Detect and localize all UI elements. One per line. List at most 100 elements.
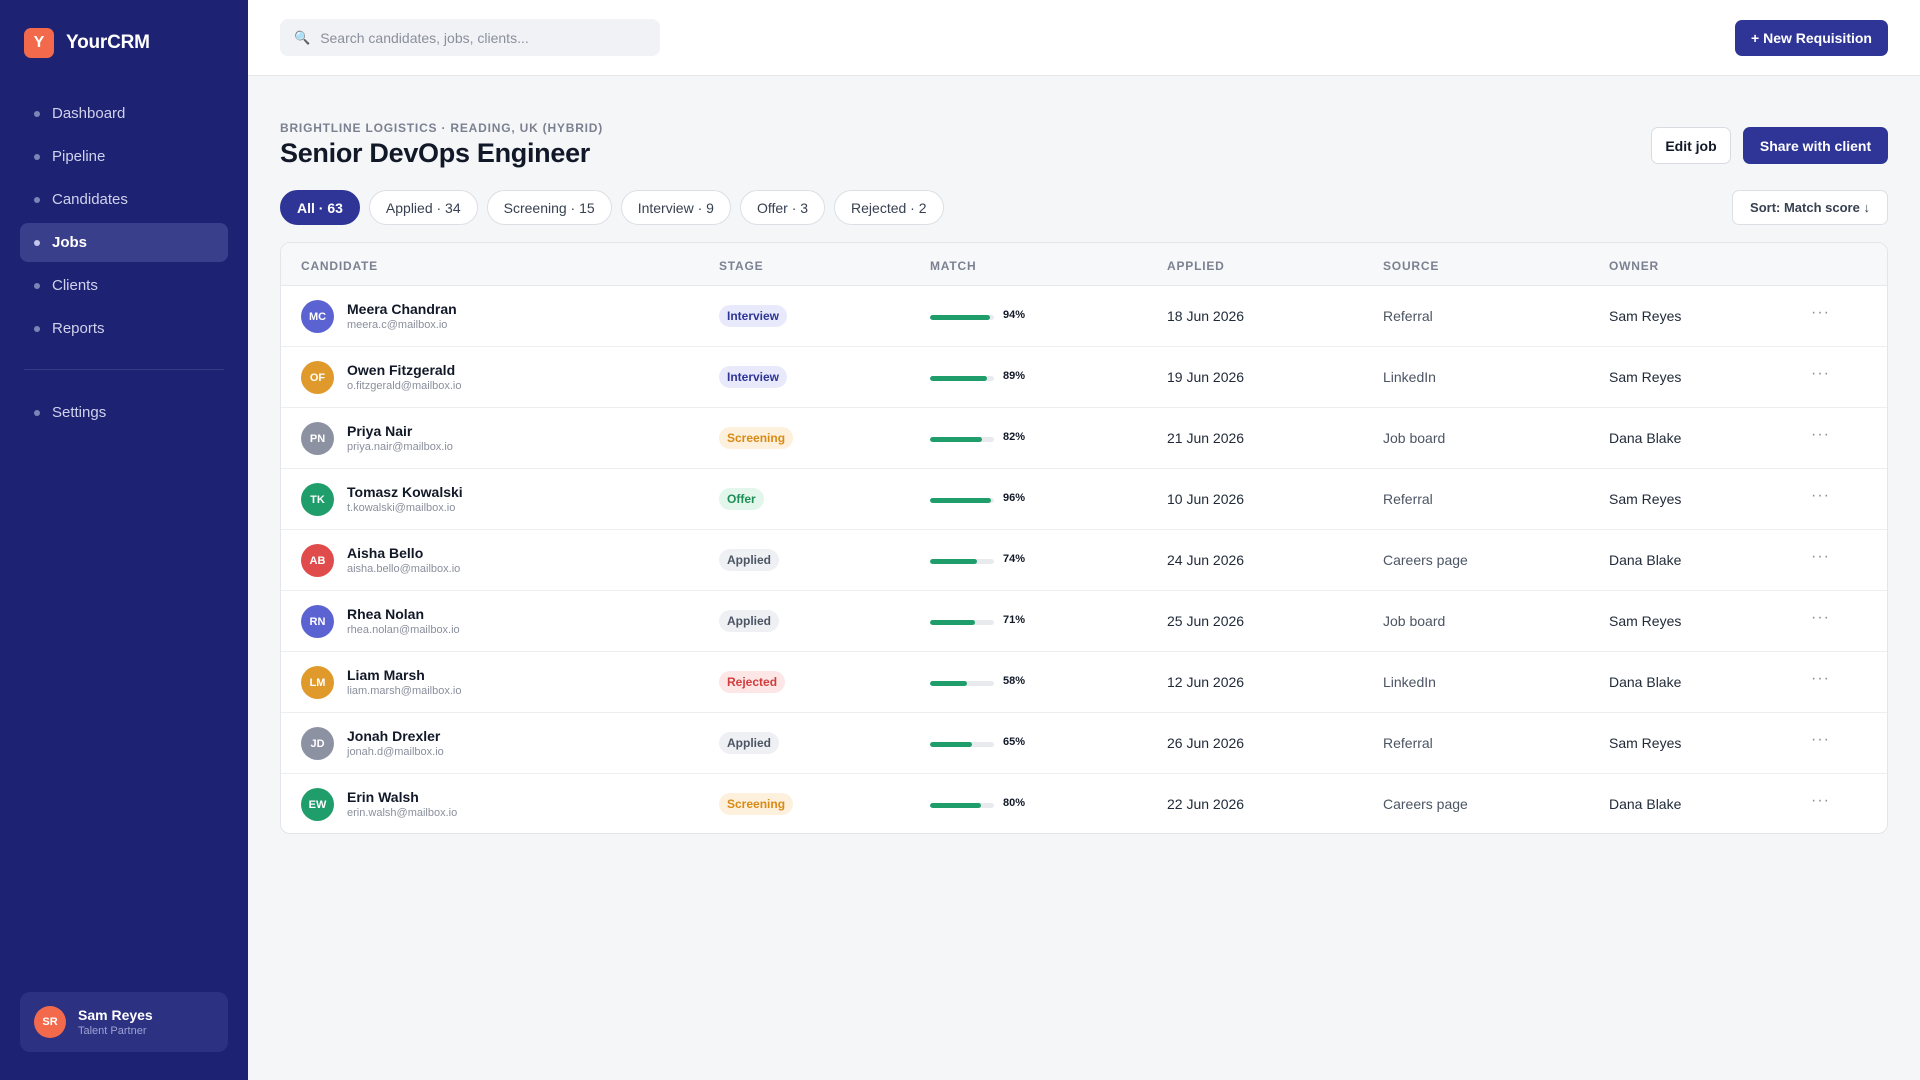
sidebar-item-jobs[interactable]: Jobs xyxy=(20,223,228,262)
candidate-source: LinkedIn xyxy=(1383,674,1436,690)
bullet-icon xyxy=(34,409,40,416)
candidate-name[interactable]: Owen Fitzgerald xyxy=(347,362,456,378)
stage-badge: Screening xyxy=(719,427,794,449)
match-score: 80% xyxy=(1003,797,1026,809)
candidate-source: LinkedIn xyxy=(1383,369,1436,385)
table-row[interactable]: RN Rhea Nolan rhea.nolan@mailbox.io Applied… xyxy=(281,591,1887,652)
bullet-icon xyxy=(34,239,40,246)
table-row[interactable]: MC Meera Chandran meera.c@mailbox.io Interv… xyxy=(281,286,1887,347)
sidebar-divider xyxy=(24,369,224,370)
column-header-source[interactable]: SOURCE xyxy=(1383,259,1440,273)
match-bar xyxy=(930,803,994,808)
topbar: 🔍 + New Requisition xyxy=(248,0,1920,76)
match-bar xyxy=(930,559,994,564)
edit-job-button[interactable]: Edit job xyxy=(1651,127,1731,164)
candidate-name[interactable]: Tomasz Kowalski xyxy=(347,484,463,500)
more-actions-icon[interactable]: ··· xyxy=(1811,731,1830,748)
avatar: SR xyxy=(34,1006,66,1038)
more-actions-icon[interactable]: ··· xyxy=(1811,304,1830,321)
filter-offer[interactable]: Offer · 3 xyxy=(739,190,826,225)
match-score: 96% xyxy=(1003,492,1026,504)
sort-dropdown[interactable]: Sort: Match score ↓ xyxy=(1732,190,1888,225)
table-row[interactable]: OF Owen Fitzgerald o.fitzgerald@mailbox.io… xyxy=(281,347,1887,408)
table-body: MC Meera Chandran meera.c@mailbox.io Interv… xyxy=(281,286,1887,833)
bullet-icon xyxy=(34,196,40,203)
stage-badge: Applied xyxy=(719,610,779,632)
sidebar-item-reports[interactable]: Reports xyxy=(20,309,228,348)
share-with-client-button[interactable]: Share with client xyxy=(1743,127,1888,164)
new-requisition-button[interactable]: + New Requisition xyxy=(1735,20,1888,56)
candidate-name[interactable]: Priya Nair xyxy=(347,423,413,439)
sidebar-item-label: Reports xyxy=(52,320,105,337)
stage-badge: Rejected xyxy=(719,671,786,693)
applied-date: 12 Jun 2026 xyxy=(1167,674,1245,690)
match-bar-fill xyxy=(930,315,991,320)
candidate-name[interactable]: Liam Marsh xyxy=(347,667,425,683)
candidate-name[interactable]: Aisha Bello xyxy=(347,545,424,561)
candidate-source: Referral xyxy=(1383,491,1433,507)
candidates-table: CANDIDATE STAGE MATCH APPLIED SOURCE OWN… xyxy=(280,242,1888,834)
table-row[interactable]: TK Tomasz Kowalski t.kowalski@mailbox.io Of… xyxy=(281,469,1887,530)
table-row[interactable]: LM Liam Marsh liam.marsh@mailbox.io Rejecte… xyxy=(281,652,1887,713)
column-header-candidate[interactable]: CANDIDATE xyxy=(301,259,378,273)
applied-date: 26 Jun 2026 xyxy=(1167,735,1245,751)
table-row[interactable]: EW Erin Walsh erin.walsh@mailbox.io Screeni… xyxy=(281,774,1887,833)
bullet-icon xyxy=(34,325,40,332)
avatar: MC xyxy=(301,300,334,333)
sidebar-item-settings[interactable]: Settings xyxy=(20,393,228,432)
match-bar xyxy=(930,315,994,320)
brand[interactable]: Y YourCRM xyxy=(24,28,150,58)
more-actions-icon[interactable]: ··· xyxy=(1811,487,1830,504)
sidebar-nav: Dashboard Pipeline Candidates Jobs Clien… xyxy=(20,94,228,352)
column-header-applied[interactable]: APPLIED xyxy=(1167,259,1225,273)
more-actions-icon[interactable]: ··· xyxy=(1811,426,1830,443)
stage-badge: Offer xyxy=(719,488,764,510)
table-row[interactable]: JD Jonah Drexler jonah.d@mailbox.io Applied… xyxy=(281,713,1887,774)
more-actions-icon[interactable]: ··· xyxy=(1811,365,1830,382)
more-actions-icon[interactable]: ··· xyxy=(1811,670,1830,687)
applied-date: 10 Jun 2026 xyxy=(1167,491,1245,507)
applied-date: 25 Jun 2026 xyxy=(1167,613,1245,629)
candidate-name[interactable]: Jonah Drexler xyxy=(347,728,441,744)
sidebar-item-label: Settings xyxy=(52,404,107,421)
candidate-email: aisha.bello@mailbox.io xyxy=(347,563,461,575)
filter-applied[interactable]: Applied · 34 xyxy=(368,190,478,225)
table-row[interactable]: PN Priya Nair priya.nair@mailbox.io Screeni… xyxy=(281,408,1887,469)
filter-interview[interactable]: Interview · 9 xyxy=(620,190,731,225)
match-bar-fill xyxy=(930,803,982,808)
search-input[interactable] xyxy=(320,29,641,46)
more-actions-icon[interactable]: ··· xyxy=(1811,792,1830,809)
filter-all[interactable]: All · 63 xyxy=(280,190,360,225)
brand-logo: Y xyxy=(24,28,54,58)
candidate-owner: Sam Reyes xyxy=(1609,491,1682,507)
sidebar-item-candidates[interactable]: Candidates xyxy=(20,180,228,219)
sidebar-item-dashboard[interactable]: Dashboard xyxy=(20,94,228,133)
candidate-email: liam.marsh@mailbox.io xyxy=(347,685,462,697)
user-role: Talent Partner xyxy=(78,1025,147,1037)
candidate-name[interactable]: Rhea Nolan xyxy=(347,606,425,622)
sidebar-item-clients[interactable]: Clients xyxy=(20,266,228,305)
column-header-owner[interactable]: OWNER xyxy=(1609,259,1659,273)
filter-screening[interactable]: Screening · 15 xyxy=(486,190,612,225)
search-box[interactable]: 🔍 xyxy=(280,19,660,56)
candidate-name[interactable]: Meera Chandran xyxy=(347,301,457,317)
filter-rejected[interactable]: Rejected · 2 xyxy=(834,190,944,225)
match-bar xyxy=(930,742,994,747)
user-card[interactable]: SR Sam Reyes Talent Partner xyxy=(20,992,228,1052)
job-meta: BRIGHTLINE LOGISTICS · READING, UK (HYBR… xyxy=(280,121,604,135)
candidate-source: Referral xyxy=(1383,735,1433,751)
candidate-name[interactable]: Erin Walsh xyxy=(347,789,419,805)
column-header-match[interactable]: MATCH xyxy=(930,259,977,273)
stage-badge: Applied xyxy=(719,732,779,754)
more-actions-icon[interactable]: ··· xyxy=(1811,548,1830,565)
candidate-email: t.kowalski@mailbox.io xyxy=(347,502,456,514)
candidate-email: o.fitzgerald@mailbox.io xyxy=(347,380,462,392)
sidebar-item-pipeline[interactable]: Pipeline xyxy=(20,137,228,176)
candidate-email: erin.walsh@mailbox.io xyxy=(347,807,458,819)
match-bar-fill xyxy=(930,681,968,686)
candidate-owner: Dana Blake xyxy=(1609,552,1682,568)
column-header-stage[interactable]: STAGE xyxy=(719,259,764,273)
table-row[interactable]: AB Aisha Bello aisha.bello@mailbox.io Appli… xyxy=(281,530,1887,591)
sidebar-item-label: Dashboard xyxy=(52,105,126,122)
more-actions-icon[interactable]: ··· xyxy=(1811,609,1830,626)
